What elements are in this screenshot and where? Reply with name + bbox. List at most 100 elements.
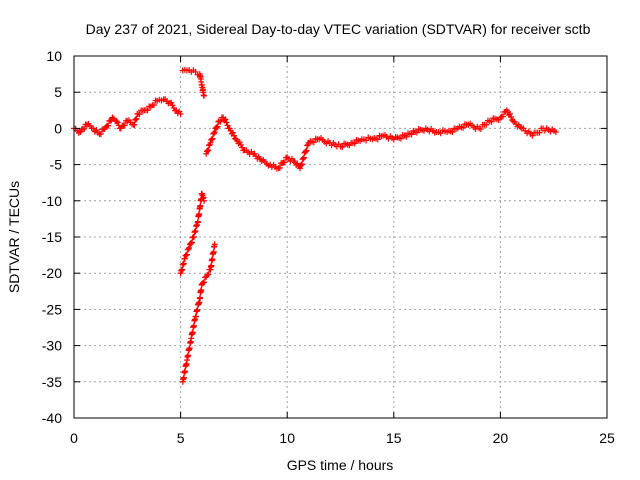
data-point (204, 147, 211, 154)
data-point (552, 129, 559, 136)
data-point (303, 147, 310, 154)
x-tick-label: 20 (493, 430, 509, 446)
data-point (136, 111, 143, 118)
data-point (182, 252, 189, 259)
data-point (183, 251, 190, 258)
y-axis-label: SDTVAR / TECUs (6, 181, 22, 293)
data-point (230, 132, 237, 139)
data-point (131, 121, 138, 128)
data-point (211, 129, 218, 136)
data-point (449, 129, 456, 136)
axis-ticks (73, 55, 608, 419)
data-point (197, 202, 204, 209)
data-point (187, 240, 194, 247)
y-tick-label: -40 (42, 410, 62, 426)
data-point (351, 140, 358, 147)
data-point (529, 132, 536, 139)
data-point (121, 122, 128, 129)
data-point (300, 155, 307, 162)
data-point (222, 116, 229, 123)
data-point (133, 115, 140, 122)
data-point (207, 139, 214, 146)
data-point (213, 124, 220, 131)
data-point (201, 92, 208, 99)
data-point (211, 241, 218, 248)
data-point (205, 271, 212, 278)
data-point (186, 244, 193, 251)
y-tick-label: -20 (42, 265, 62, 281)
data-point (192, 313, 199, 320)
data-point (302, 148, 309, 155)
data-point (298, 161, 305, 168)
data-point (413, 129, 420, 136)
y-tick-label: -15 (42, 229, 62, 245)
y-tick-label: -25 (42, 301, 62, 317)
data-point (508, 113, 515, 120)
y-tick-label: -35 (42, 374, 62, 390)
data-point (213, 124, 220, 131)
data-point (499, 113, 506, 120)
data-point (205, 147, 212, 154)
data-point (197, 294, 204, 301)
data-point (281, 159, 288, 166)
x-axis-label: GPS time / hours (287, 457, 394, 473)
data-point (397, 135, 404, 142)
data-point (173, 107, 180, 114)
data-point (224, 122, 231, 129)
data-point (132, 116, 139, 123)
data-point (177, 110, 184, 117)
data-point (302, 149, 309, 156)
y-tick-label: 10 (46, 48, 62, 64)
data-point (477, 125, 484, 132)
data-point (236, 139, 243, 146)
data-point (113, 118, 120, 125)
data-point (208, 136, 215, 143)
y-tick-label: -5 (50, 157, 63, 173)
grid-lines (74, 56, 607, 418)
x-tick-label: 0 (70, 430, 78, 446)
data-point (211, 130, 218, 137)
data-point (97, 130, 104, 137)
x-tick-label: 5 (177, 430, 185, 446)
data-point (196, 210, 203, 217)
data-point (204, 272, 211, 279)
data-point (488, 118, 495, 125)
data-point (181, 255, 188, 262)
data-point (294, 160, 301, 167)
data-point (300, 154, 307, 161)
data-point (298, 161, 305, 168)
data-point (483, 121, 490, 128)
data-point (201, 197, 208, 204)
data-point (105, 122, 112, 129)
data-point (310, 139, 317, 146)
x-tick-label: 10 (279, 430, 295, 446)
data-point (408, 131, 415, 138)
x-tick-label: 25 (599, 430, 615, 446)
data-point (90, 125, 97, 132)
data-point (194, 218, 201, 225)
data-point (183, 252, 190, 259)
data-point (189, 234, 196, 241)
data-point (198, 286, 205, 293)
data-point (81, 125, 88, 132)
data-points (71, 66, 559, 385)
y-tick-label: -30 (42, 338, 62, 354)
data-point (199, 279, 206, 286)
tick-labels: 0 5 10 15 20 25 -40 -35 -30 -25 -20 -15 -10 -5 0 5 10 (42, 48, 615, 446)
chart-title: Day 237 of 2021, Sidereal Day-to-day VTE… (86, 21, 591, 37)
data-point (169, 102, 176, 109)
data-point (194, 306, 201, 313)
y-tick-label: 0 (54, 120, 62, 136)
data-point (168, 99, 175, 106)
data-point (276, 164, 283, 171)
data-point (229, 129, 236, 136)
x-tick-label: 15 (386, 430, 402, 446)
data-point (214, 123, 221, 130)
data-point (150, 101, 157, 108)
data-point (403, 133, 410, 140)
data-point (209, 135, 216, 142)
data-point (339, 144, 346, 151)
data-point (185, 246, 192, 253)
data-point (237, 141, 244, 148)
